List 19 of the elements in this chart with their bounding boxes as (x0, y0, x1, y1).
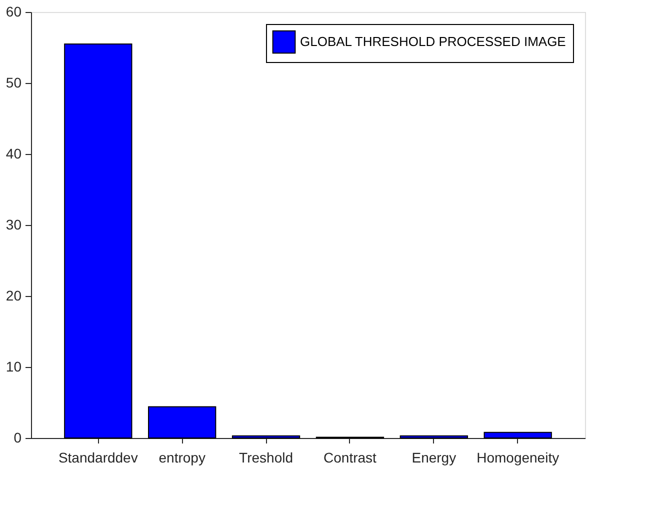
bar (148, 406, 216, 438)
y-tick-label: 30 (6, 216, 22, 232)
bar (64, 43, 132, 438)
y-tick-label: 20 (6, 288, 22, 304)
y-tick-label: 40 (6, 146, 22, 162)
y-tick-label: 10 (6, 358, 22, 374)
y-tick-label: 50 (6, 74, 22, 90)
x-tick-label: Contrast (324, 450, 377, 466)
x-tick-label: Homogeneity (476, 450, 560, 466)
legend-label: GLOBAL THRESHOLD PROCESSED IMAGE (300, 34, 566, 49)
bar (400, 435, 468, 438)
y-tick-label: 60 (6, 4, 22, 20)
x-tick-label: Energy (412, 450, 456, 466)
x-tick-label: Standarddev (58, 450, 138, 466)
y-tick-label: 0 (14, 430, 22, 446)
bar (232, 435, 300, 438)
x-tick-label: Treshold (239, 450, 294, 466)
x-tick-label: entropy (158, 450, 206, 466)
bar (484, 432, 552, 438)
